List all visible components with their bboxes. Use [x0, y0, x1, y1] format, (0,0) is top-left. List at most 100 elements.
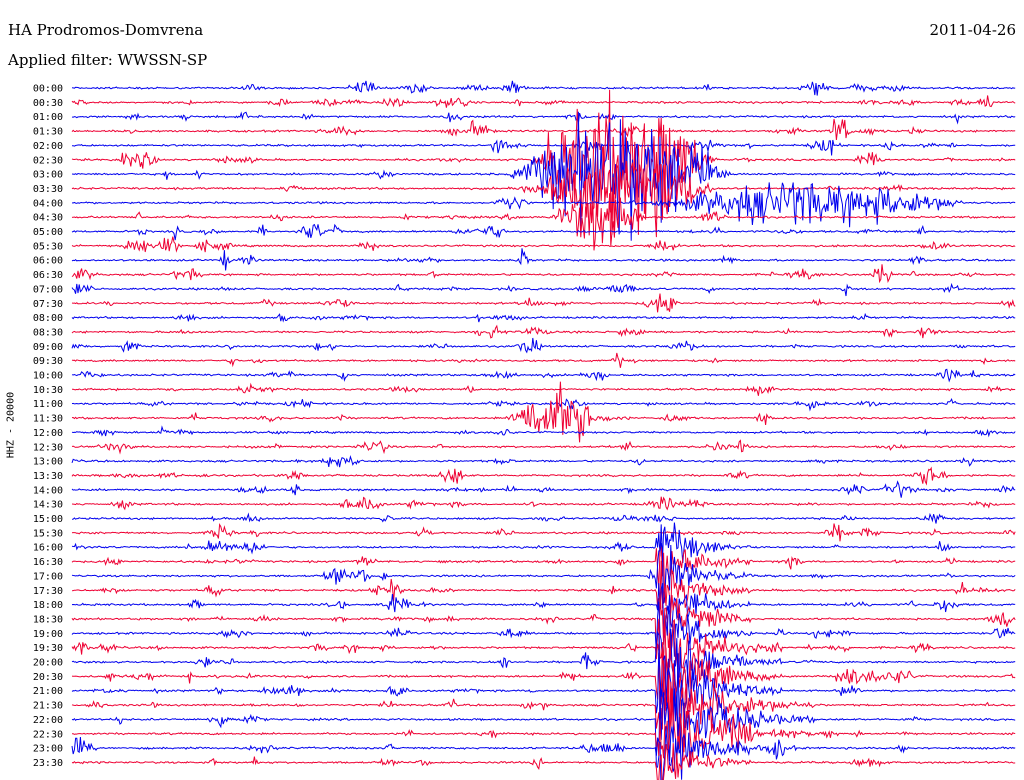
trace-0530 [71, 236, 1016, 253]
time-label-0730: 07:30 [33, 299, 63, 310]
trace-1030 [72, 382, 1016, 396]
trace-1400 [71, 480, 1016, 498]
time-label-0200: 02:00 [33, 141, 63, 152]
time-label-0030: 00:30 [33, 98, 63, 109]
time-label-0130: 01:30 [33, 127, 63, 138]
seismic-traces [71, 80, 1016, 780]
trace-1530 [71, 523, 1016, 542]
trace-1500 [71, 512, 1016, 524]
channel-label: HHZ - 20000 [5, 391, 17, 459]
trace-2100 [71, 648, 1016, 722]
trace-0930 [71, 352, 1016, 368]
trace-0000 [71, 80, 1016, 96]
trace-2000 [71, 628, 1016, 708]
time-label-2130: 21:30 [33, 701, 63, 712]
time-label-0100: 01:00 [33, 112, 63, 123]
trace-1830 [71, 593, 1016, 660]
applied-filter: Applied filter: WWSSN-SP [8, 51, 208, 69]
time-label-2100: 21:00 [33, 686, 63, 697]
time-label-0230: 02:30 [33, 155, 63, 166]
time-label-1630: 16:30 [33, 557, 63, 568]
time-label-1230: 12:30 [33, 442, 63, 453]
trace-1700 [71, 543, 1016, 604]
time-label-1130: 11:30 [33, 414, 63, 425]
time-label-1730: 17:30 [33, 586, 63, 597]
trace-0730 [71, 293, 1016, 313]
trace-0100 [71, 111, 1016, 125]
trace-1300 [71, 454, 1016, 468]
trace-0030 [71, 95, 1016, 108]
trace-0230 [71, 89, 1016, 220]
trace-1900 [71, 601, 1016, 662]
time-label-0700: 07:00 [33, 284, 63, 295]
trace-2300 [71, 726, 1016, 780]
time-label-0330: 03:30 [33, 184, 63, 195]
time-labels: 00:00 00:30 01:00 01:30 02:00 02:30 03:00 03:30… [33, 84, 63, 769]
trace-0330 [71, 146, 1016, 238]
trace-0900 [71, 337, 1016, 354]
time-label-1100: 11:00 [33, 399, 63, 410]
time-label-2300: 23:00 [33, 744, 63, 755]
station-name: HA Prodromos-Domvrena [8, 21, 204, 39]
time-label-1030: 10:30 [33, 385, 63, 396]
time-label-1700: 17:00 [33, 571, 63, 582]
time-label-2030: 20:30 [33, 672, 63, 683]
time-label-1900: 19:00 [33, 629, 63, 640]
trace-0600 [71, 248, 1016, 271]
trace-2230 [71, 688, 1016, 762]
time-label-0600: 06:00 [33, 256, 63, 267]
time-label-0900: 09:00 [33, 342, 63, 353]
trace-2200 [71, 688, 1016, 768]
trace-2330 [71, 743, 1016, 780]
time-label-0530: 05:30 [33, 241, 63, 252]
time-label-1300: 13:00 [33, 457, 63, 468]
time-label-0800: 08:00 [33, 313, 63, 324]
trace-0500 [71, 223, 1016, 241]
time-label-1000: 10:00 [33, 371, 63, 382]
trace-0400 [71, 182, 1016, 228]
trace-1800 [71, 583, 1016, 638]
trace-1330 [71, 466, 1016, 486]
trace-0630 [71, 264, 1016, 284]
time-label-0930: 09:30 [33, 356, 63, 367]
trace-1130 [71, 381, 1016, 443]
time-label-1800: 18:00 [33, 600, 63, 611]
time-label-1400: 14:00 [33, 485, 63, 496]
trace-0130 [71, 118, 1016, 140]
trace-0200 [71, 139, 1016, 159]
trace-0830 [71, 324, 1016, 339]
time-label-1530: 15:30 [33, 528, 63, 539]
trace-2130 [71, 660, 1016, 753]
time-label-2230: 22:30 [33, 729, 63, 740]
trace-1630 [71, 544, 1016, 603]
time-label-0630: 06:30 [33, 270, 63, 281]
trace-0300 [71, 111, 1016, 241]
trace-1600 [71, 522, 1016, 564]
time-label-1430: 14:30 [33, 500, 63, 511]
trace-0800 [71, 312, 1016, 323]
trace-1000 [71, 368, 1016, 383]
time-label-0400: 04:00 [33, 198, 63, 209]
trace-1730 [71, 560, 1016, 613]
trace-1930 [71, 615, 1016, 680]
trace-1100 [71, 397, 1016, 412]
trace-2030 [71, 633, 1016, 722]
time-label-2000: 20:00 [33, 658, 63, 669]
record-date: 2011-04-26 [929, 21, 1016, 39]
trace-1430 [71, 496, 1016, 511]
time-label-1200: 12:00 [33, 428, 63, 439]
time-label-0300: 03:00 [33, 170, 63, 181]
time-label-1600: 16:00 [33, 543, 63, 554]
time-label-1330: 13:30 [33, 471, 63, 482]
time-label-1930: 19:30 [33, 643, 63, 654]
trace-0430 [71, 193, 1016, 251]
time-label-0000: 00:00 [33, 84, 63, 95]
time-label-1830: 18:30 [33, 614, 63, 625]
trace-1200 [71, 425, 1016, 438]
trace-1230 [71, 439, 1016, 455]
time-label-0830: 08:30 [33, 327, 63, 338]
time-label-0500: 05:00 [33, 227, 63, 238]
time-label-2200: 22:00 [33, 715, 63, 726]
time-label-2330: 23:30 [33, 758, 63, 769]
